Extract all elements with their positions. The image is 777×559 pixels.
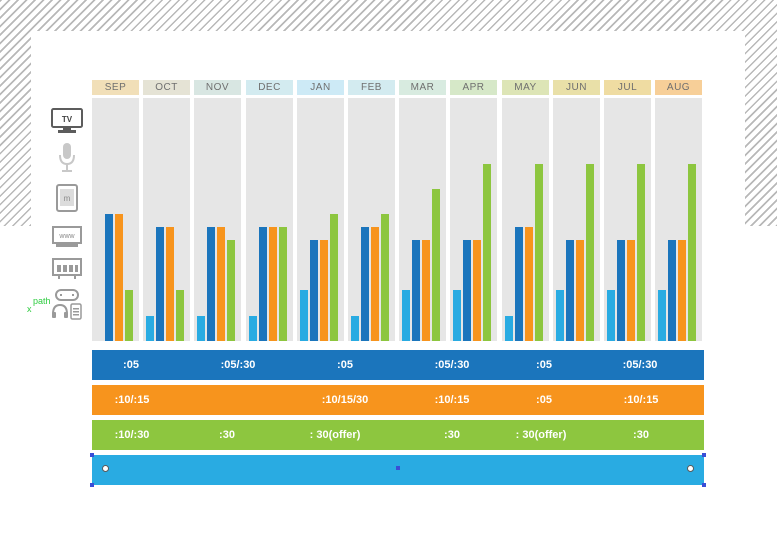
bar-light-blue-feb (351, 316, 359, 341)
bar-dark-blue-jul (617, 240, 625, 341)
band-dark-blue: :05 :05/:30 :05 :05/:30 :05 :05/:30 (92, 350, 704, 380)
svg-text:TV: TV (62, 115, 73, 124)
path-anchor-mark: x (27, 304, 32, 314)
bar-dark-blue-nov (207, 227, 215, 341)
bar-light-blue-aug (658, 290, 666, 341)
selection-handle[interactable] (702, 453, 706, 457)
month-label-aug: AUG (655, 80, 702, 95)
month-label-dec: DEC (246, 80, 293, 95)
anchor-point-icon[interactable] (687, 465, 694, 472)
band-label: :10/:15 (623, 394, 659, 406)
month-label-may: MAY (502, 80, 549, 95)
bar-light-blue-jun (556, 290, 564, 341)
selection-center-handle[interactable] (396, 466, 400, 470)
bar-dark-blue-mar (412, 240, 420, 341)
selection-handle[interactable] (90, 483, 94, 487)
bar-green-apr (483, 164, 491, 341)
selection-handle[interactable] (90, 453, 94, 457)
svg-text:m: m (64, 194, 71, 203)
bar-green-nov (227, 240, 235, 341)
band-label: :05/:30 (434, 359, 470, 371)
band-label: :05 (536, 394, 552, 406)
band-green: :10/:30 :30 : 30(offer) :30 : 30(offer) … (92, 420, 704, 450)
band-label: :30 (219, 429, 235, 441)
bar-green-dec (279, 227, 287, 341)
band-label: :05/:30 (220, 359, 256, 371)
bar-dark-blue-jan (310, 240, 318, 341)
bar-green-jan (330, 214, 338, 341)
bar-green-jun (586, 164, 594, 341)
bar-light-blue-may (505, 316, 513, 341)
month-label-nov: NOV (194, 80, 241, 95)
bar-green-jul (637, 164, 645, 341)
bar-dark-blue-aug (668, 240, 676, 341)
band-label: :10/:15 (114, 394, 150, 406)
band-label: :05/:30 (622, 359, 658, 371)
month-label-apr: APR (450, 80, 497, 95)
band-label: :30 (444, 429, 460, 441)
band-label: :10/:30 (114, 429, 150, 441)
microphone-icon (51, 142, 83, 174)
bar-light-blue-dec (249, 316, 257, 341)
bar-light-blue-apr (453, 290, 461, 341)
band-label: :05 (337, 359, 353, 371)
band-label: :10/:15 (434, 394, 470, 406)
bar-dark-blue-jun (566, 240, 574, 341)
bar-dark-blue-sep (105, 214, 113, 341)
tablet-icon: m (51, 184, 83, 212)
band-orange: :10/:15 :10/15/30 :10/:15 :05 :10/:15 (92, 385, 704, 415)
band-label: :05 (123, 359, 139, 371)
band-label: :10/15/30 (321, 394, 369, 406)
bar-green-oct (176, 290, 184, 341)
bar-dark-blue-apr (463, 240, 471, 341)
bar-light-blue-jan (300, 290, 308, 341)
month-label-feb: FEB (348, 80, 395, 95)
anchor-point-icon[interactable] (102, 465, 109, 472)
month-label-jun: JUN (553, 80, 600, 95)
bar-green-aug (688, 164, 696, 341)
bar-orange-oct (166, 227, 174, 341)
month-label-oct: OCT (143, 80, 190, 95)
bar-light-blue-jul (607, 290, 615, 341)
month-label-mar: MAR (399, 80, 446, 95)
bar-orange-aug (678, 240, 686, 341)
bar-light-blue-nov (197, 316, 205, 341)
bar-orange-jun (576, 240, 584, 341)
month-label-jan: JAN (297, 80, 344, 95)
bar-orange-may (525, 227, 533, 341)
web-icon: www (51, 226, 83, 248)
bar-orange-feb (371, 227, 379, 341)
bar-dark-blue-oct (156, 227, 164, 341)
gaming-mobile-icon (51, 288, 83, 320)
bar-dark-blue-feb (361, 227, 369, 341)
month-label-jul: JUL (604, 80, 651, 95)
bar-green-mar (432, 189, 440, 341)
bar-light-blue-oct (146, 316, 154, 341)
selection-handle[interactable] (702, 483, 706, 487)
billboard-icon (51, 258, 83, 280)
band-label: :05 (536, 359, 552, 371)
svg-text:www: www (58, 233, 75, 240)
band-light-blue-selected[interactable] (90, 453, 706, 487)
band-label: : 30(offer) (309, 429, 361, 441)
bar-dark-blue-dec (259, 227, 267, 341)
bar-orange-jan (320, 240, 328, 341)
bar-green-feb (381, 214, 389, 341)
bar-orange-jul (627, 240, 635, 341)
bar-green-may (535, 164, 543, 341)
bar-dark-blue-may (515, 227, 523, 341)
path-annotation: path (33, 296, 51, 306)
bar-orange-dec (269, 227, 277, 341)
bar-green-sep (125, 290, 133, 341)
tv-icon: TV (51, 108, 83, 134)
band-label: : 30(offer) (515, 429, 567, 441)
bar-orange-sep (115, 214, 123, 341)
band-label: :30 (633, 429, 649, 441)
month-label-sep: SEP (92, 80, 139, 95)
bar-orange-apr (473, 240, 481, 341)
bar-light-blue-mar (402, 290, 410, 341)
bar-orange-nov (217, 227, 225, 341)
bar-orange-mar (422, 240, 430, 341)
